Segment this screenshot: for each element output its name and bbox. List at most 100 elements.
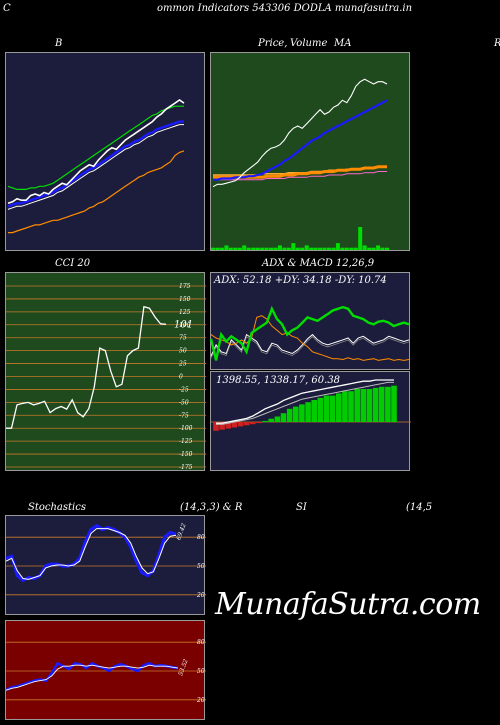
macd-histogram-bar bbox=[231, 422, 238, 428]
price-close-line bbox=[212, 78, 388, 188]
rsi-chart: 80 50 20 53.52 bbox=[5, 639, 206, 704]
macd-histogram-bar bbox=[311, 400, 317, 422]
volume-bar bbox=[219, 247, 224, 250]
cci-tick-label: 150 bbox=[179, 296, 191, 303]
rsi-tick-label: 50 bbox=[197, 668, 205, 675]
rsi-signal-line bbox=[5, 664, 179, 691]
volume-bar bbox=[237, 247, 242, 250]
cci-chart: 175 150 125 100 75 50 25 0 -25 -50 -75 -100 -125 -150… bbox=[6, 283, 206, 471]
volume-bar bbox=[376, 245, 381, 250]
macd-histogram-bar bbox=[372, 387, 379, 422]
price-title-c: MA bbox=[334, 38, 352, 49]
rsi-panel: 80 50 20 53.52 bbox=[5, 620, 206, 720]
macd-histogram-bar bbox=[293, 406, 299, 422]
macd-histogram-bar bbox=[348, 391, 354, 422]
macd-histogram-bar bbox=[250, 422, 256, 425]
bollinger-lower-band bbox=[8, 150, 185, 234]
macd-histogram-bar bbox=[243, 422, 250, 426]
volume-bar bbox=[242, 245, 247, 250]
volume-bar bbox=[260, 247, 265, 250]
volume-bar bbox=[282, 247, 287, 250]
volume-bar bbox=[304, 245, 309, 250]
bollinger-middle-band bbox=[7, 120, 184, 208]
volume-bar bbox=[295, 247, 300, 250]
volume-bar bbox=[300, 247, 305, 250]
bollinger-title: B bbox=[55, 38, 63, 49]
cci-tick-label: -175 bbox=[179, 464, 193, 471]
bollinger-chart bbox=[7, 99, 185, 234]
macd-histogram-bar bbox=[317, 397, 324, 422]
cci-value-label: 101 bbox=[174, 319, 193, 330]
rsi-value-label: 53.52 bbox=[177, 658, 190, 677]
price-title-a: Price, bbox=[258, 38, 288, 49]
watermark-logo: MunafaSutra.com bbox=[215, 587, 481, 622]
cci-panel: 175 150 125 100 75 50 25 0 -25 -50 -75 -100 -125 -150… bbox=[5, 272, 206, 471]
stoch-value-label: 69.42 bbox=[175, 522, 188, 541]
adx-panel: ADX: 52.18 +DY: 34.18 -DY: 10.74 bbox=[209, 272, 410, 370]
cci-tick-label: -25 bbox=[179, 386, 189, 393]
macd-histogram-bar bbox=[256, 422, 262, 424]
volume-bar bbox=[215, 247, 220, 250]
cci-tick-label: -150 bbox=[179, 451, 193, 458]
volume-bar bbox=[340, 247, 345, 250]
volume-bar bbox=[344, 247, 349, 250]
macd-histogram-bar bbox=[391, 385, 397, 422]
volume-bar bbox=[273, 247, 278, 250]
macd-histogram-bar bbox=[360, 389, 367, 422]
rsi-tick-label: 80 bbox=[197, 639, 205, 646]
macd-histogram-bar bbox=[268, 418, 274, 422]
macd-histogram-bar bbox=[225, 422, 232, 429]
price-panel bbox=[210, 52, 410, 251]
bollinger-close-line bbox=[7, 99, 185, 205]
volume-bar bbox=[367, 247, 372, 250]
volume-bar bbox=[309, 247, 314, 250]
header-title: ommon Indicators 543306 DODLA munafasutr… bbox=[157, 3, 413, 14]
volume-bar bbox=[362, 245, 367, 250]
macd-histogram-bar bbox=[342, 391, 348, 422]
macd-histogram-bar bbox=[354, 389, 360, 422]
volume-bar bbox=[286, 247, 291, 250]
cci-tick-label: -75 bbox=[179, 412, 189, 419]
cci-tick-label: 75 bbox=[179, 335, 187, 342]
macd-histogram-bar bbox=[299, 404, 305, 422]
macd-signal-line bbox=[216, 381, 394, 425]
stoch-tick-label: 80 bbox=[197, 534, 205, 541]
price-chart bbox=[211, 78, 389, 250]
volume-bar bbox=[291, 243, 296, 250]
bollinger-middle-band-edge bbox=[7, 124, 184, 210]
volume-bar bbox=[233, 247, 238, 250]
adx-plus-dy-line bbox=[210, 333, 410, 357]
macd-histogram-bar bbox=[274, 416, 281, 422]
volume-bar bbox=[269, 247, 273, 250]
adx-title: ADX & MACD 12,26,9 bbox=[262, 258, 375, 269]
macd-histogram-bar bbox=[219, 422, 225, 430]
volume-bar bbox=[349, 247, 354, 250]
macd-histogram-bar bbox=[213, 422, 219, 431]
stoch-k-line bbox=[5, 523, 177, 583]
macd-histogram-bar bbox=[366, 389, 373, 422]
cci-title: CCI 20 bbox=[55, 258, 91, 269]
price-ma-pink bbox=[213, 171, 387, 181]
volume-bar bbox=[224, 245, 229, 250]
rsi-title-right: (14,5 bbox=[406, 502, 433, 513]
volume-bar bbox=[327, 247, 331, 250]
volume-bar bbox=[380, 247, 385, 250]
macd-panel: 1398.55, 1338.17, 60.38 bbox=[210, 371, 411, 471]
macd-histogram-bar bbox=[323, 395, 330, 422]
macd-histogram-bar bbox=[378, 386, 385, 422]
volume-bar bbox=[264, 247, 269, 250]
price-title-b: Volume bbox=[290, 38, 328, 49]
rsi-tick-label: 20 bbox=[196, 697, 205, 704]
adx-chart bbox=[209, 305, 410, 361]
macd-histogram-bar bbox=[336, 393, 342, 422]
macd-line bbox=[216, 379, 394, 424]
cci-tick-label: 50 bbox=[179, 348, 187, 355]
macd-histogram-bar bbox=[262, 420, 268, 422]
macd-histogram-bar bbox=[237, 422, 244, 427]
macd-chart bbox=[211, 379, 411, 431]
volume-bar bbox=[335, 243, 340, 250]
volume-bar bbox=[277, 245, 282, 250]
macd-readout: 1398.55, 1338.17, 60.38 bbox=[216, 375, 341, 386]
price-right-edge: R bbox=[494, 38, 500, 49]
rsi-title-left: SI bbox=[296, 502, 307, 513]
